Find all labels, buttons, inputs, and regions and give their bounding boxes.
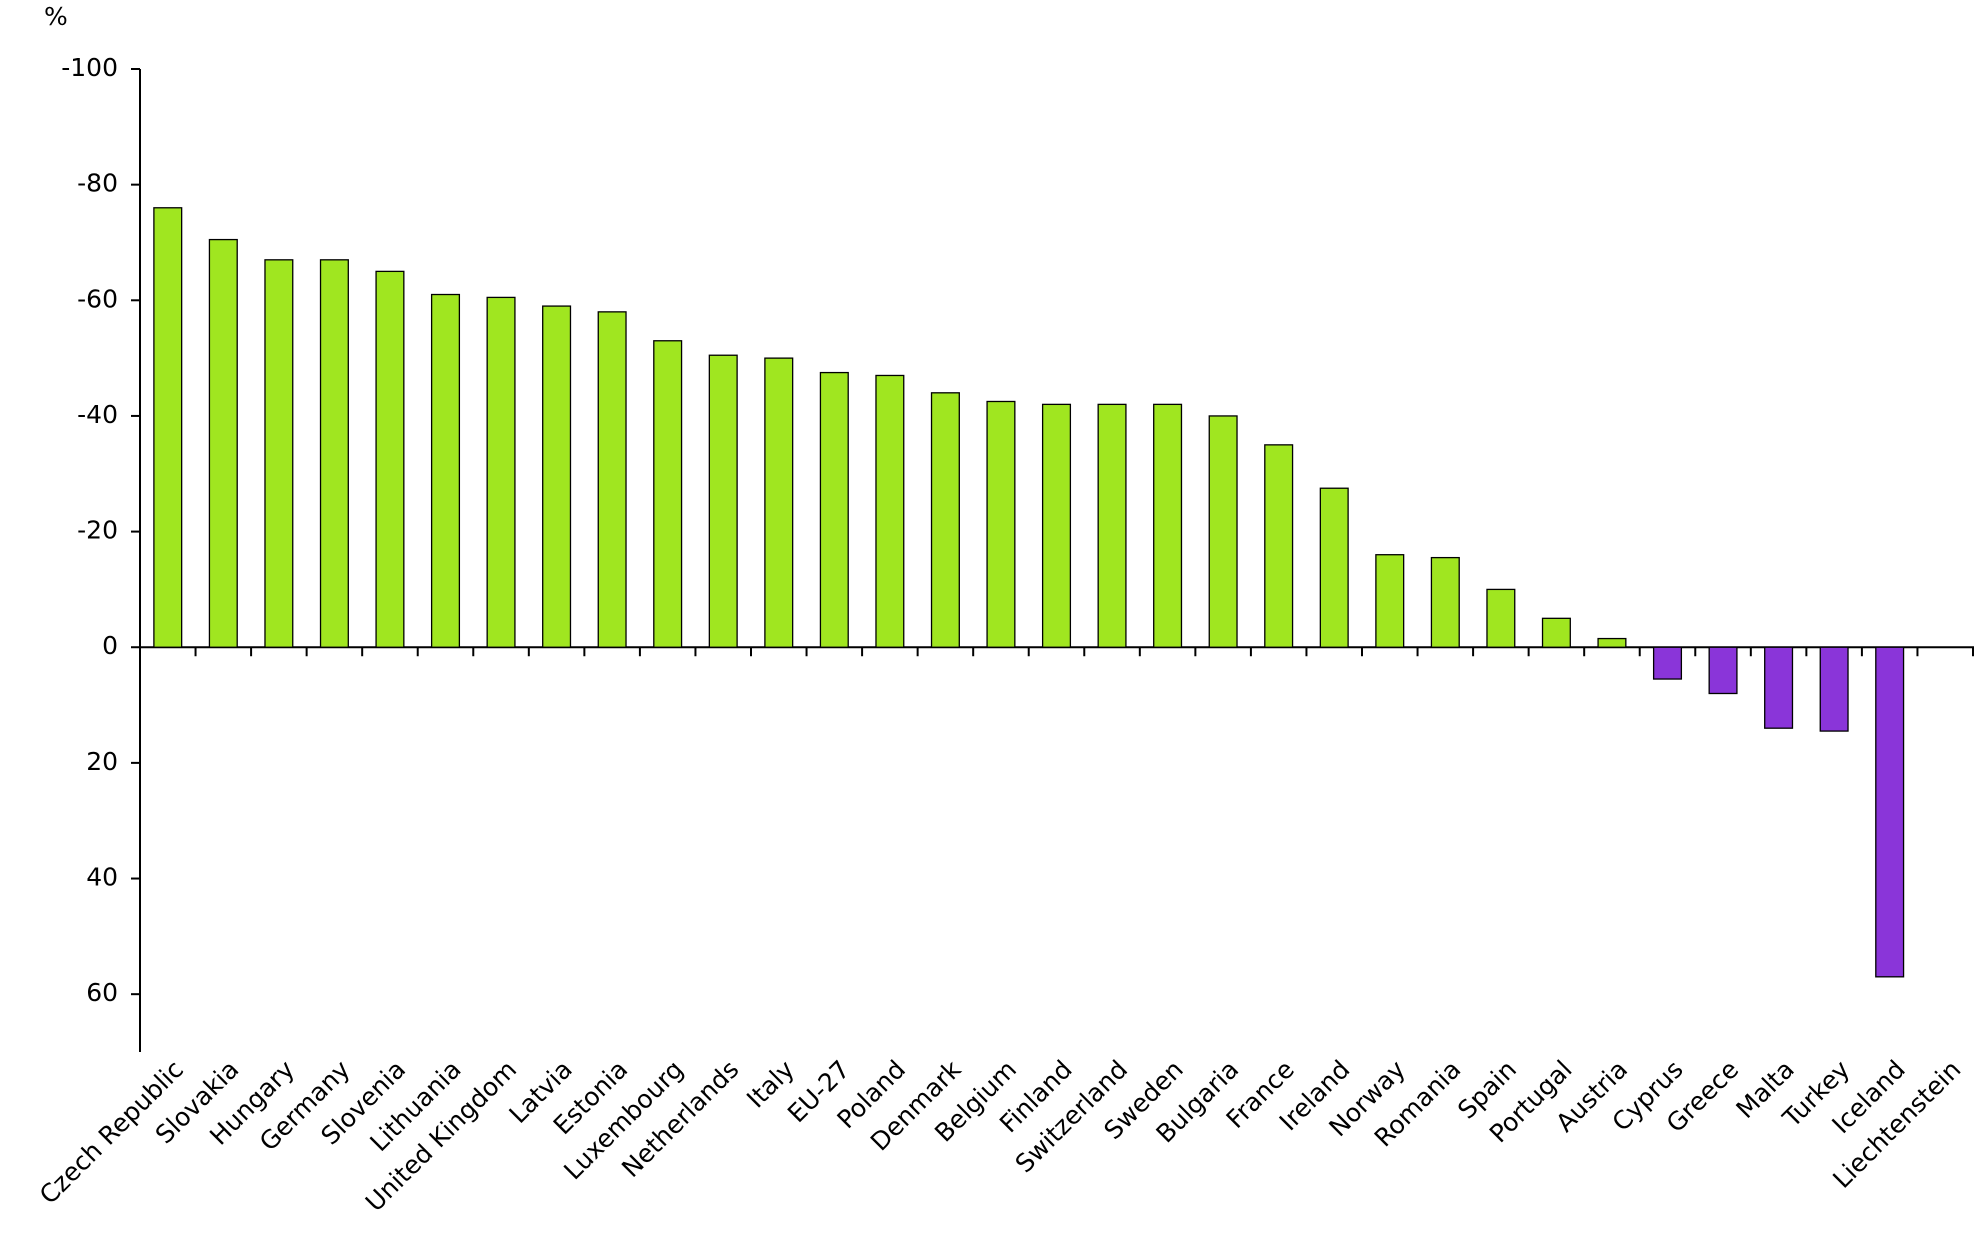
- y-tick-label: 20: [86, 747, 118, 776]
- bar: [1264, 444, 1294, 648]
- y-tick-label: -60: [77, 284, 118, 313]
- bar: [1208, 415, 1238, 648]
- bar: [1819, 646, 1849, 732]
- y-tick-label: 40: [86, 863, 118, 892]
- y-tick-label: 60: [86, 978, 118, 1007]
- bar: [1375, 554, 1405, 648]
- bar: [208, 238, 238, 648]
- bar: [875, 374, 905, 648]
- y-tick-label: -40: [77, 400, 118, 429]
- bar: [375, 270, 405, 648]
- bar: [1097, 403, 1127, 648]
- y-tick-label: -100: [61, 53, 118, 82]
- bar: [319, 259, 349, 648]
- bar: [708, 354, 738, 648]
- y-tick-label: -80: [77, 169, 118, 198]
- y-unit: %: [44, 2, 68, 31]
- bar: [430, 293, 461, 648]
- bar: [1319, 487, 1349, 648]
- bar: [653, 340, 683, 648]
- bar: [819, 371, 849, 648]
- bar: [1708, 646, 1738, 695]
- bar: [153, 207, 183, 648]
- bar: [1597, 637, 1627, 648]
- bar: [764, 357, 794, 648]
- bar: [1486, 588, 1516, 648]
- y-tick-label: -20: [77, 516, 118, 545]
- bar: [486, 296, 516, 648]
- bar: [1875, 646, 1905, 978]
- bar: [1153, 403, 1183, 648]
- bar: [930, 392, 960, 648]
- bar: [597, 311, 627, 648]
- bar: [1764, 646, 1794, 729]
- bar: [264, 259, 294, 648]
- bar: [986, 400, 1016, 648]
- bar: [542, 305, 572, 648]
- bar: [1430, 556, 1460, 648]
- bar: [1541, 617, 1571, 648]
- y-tick-label: 0: [102, 631, 118, 660]
- bar: [1652, 646, 1683, 680]
- bar: [1041, 403, 1072, 648]
